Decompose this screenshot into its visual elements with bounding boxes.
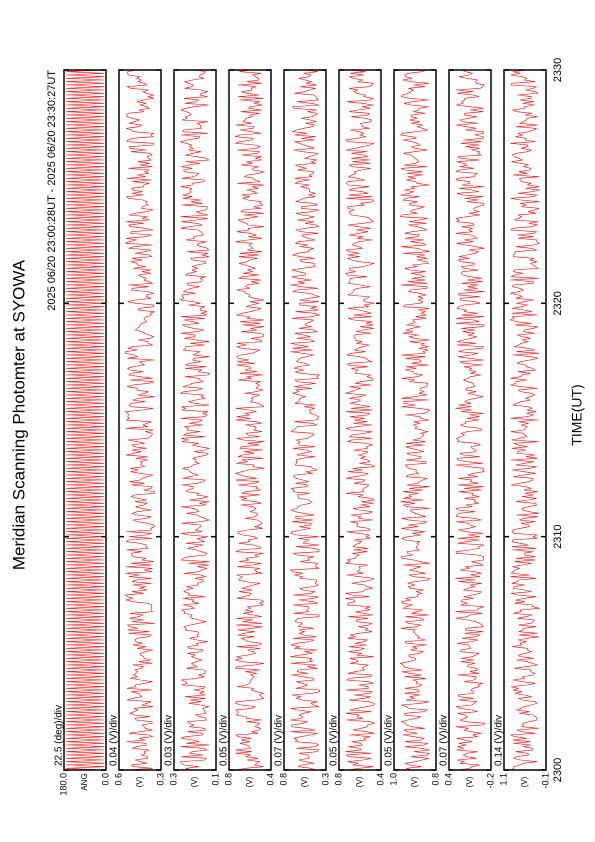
x-tick-label: 2300 xyxy=(552,758,564,782)
y-tick-label: 0.1 xyxy=(210,773,220,786)
trace-texture xyxy=(344,69,376,771)
trace-texture xyxy=(124,69,155,771)
trace-texture xyxy=(179,69,211,771)
trace-texture xyxy=(399,69,431,771)
panel-frame xyxy=(118,69,162,771)
y-tick-label: 1.1 xyxy=(498,773,508,786)
y-axis-label: (V) xyxy=(135,776,144,787)
rotated-plot: Meridian Scanning Photomter at SYOWA 202… xyxy=(9,58,584,796)
panel-scale: 0.07 (V)/div xyxy=(274,715,285,766)
y-axis-label: ANG xyxy=(80,773,89,790)
panel-frame xyxy=(283,69,327,771)
y-tick-label: -0.1 xyxy=(540,773,550,789)
y-axis-label: (V) xyxy=(520,776,529,787)
y-tick-label: 0.6 xyxy=(113,773,123,786)
panel-scale: 0.05 (V)/div xyxy=(329,715,340,766)
panel-scale: 0.14 (V)/div xyxy=(494,715,505,766)
panel-frame xyxy=(228,69,272,771)
x-axis-label: TIME(UT) xyxy=(569,384,585,445)
y-axis-label: (V) xyxy=(190,776,199,787)
panel-frame xyxy=(503,69,547,771)
y-tick-label: 0.3 xyxy=(320,773,330,786)
trace-texture xyxy=(65,69,105,771)
panel-frame xyxy=(173,69,217,771)
y-axis-label: (V) xyxy=(300,776,309,787)
trace-texture xyxy=(455,69,486,771)
y-tick-label: 0.4 xyxy=(443,773,453,786)
y-tick-label: 0.8 xyxy=(278,773,288,786)
y-tick-label: 0.3 xyxy=(155,773,165,786)
y-tick-label: 0.0 xyxy=(100,773,110,786)
y-tick-label: 180.0 xyxy=(58,773,68,796)
y-tick-label: 0.8 xyxy=(333,773,343,786)
y-axis-label: (V) xyxy=(355,776,364,787)
y-tick-label: -0.2 xyxy=(485,773,495,789)
x-tick-label: 2330 xyxy=(552,58,564,82)
panel-scale: 0.05 (V)/div xyxy=(384,715,395,766)
x-tick-label: 2320 xyxy=(552,291,564,315)
subtitle: 2025 06/20 23:00:28UT - 2025 06/20 23:30… xyxy=(46,70,58,311)
panel-scale: 0.07 (V)/div xyxy=(439,715,450,766)
panel-scale: 0.04 (V)/div xyxy=(109,715,120,766)
y-axis-label: (V) xyxy=(410,776,419,787)
panel-scale: 0.05 (V)/div xyxy=(219,715,230,766)
y-tick-label: 0.8 xyxy=(223,773,233,786)
trace-texture xyxy=(509,69,540,771)
trace-texture xyxy=(234,69,265,771)
x-tick-label: 2310 xyxy=(552,524,564,548)
y-tick-label: 0.8 xyxy=(430,773,440,786)
panel-frame xyxy=(63,69,107,771)
chart-title: Meridian Scanning Photomter at SYOWA xyxy=(9,259,28,570)
panel-scale: 22.5 (deg)/div xyxy=(54,705,65,766)
y-tick-label: 1.0 xyxy=(388,773,398,786)
y-axis-label: (V) xyxy=(245,776,254,787)
y-tick-label: 0.4 xyxy=(265,773,275,786)
y-tick-label: 0.3 xyxy=(168,773,178,786)
y-axis-label: (V) xyxy=(465,776,474,787)
panel-frame xyxy=(448,69,492,771)
trace-texture xyxy=(289,69,321,771)
y-tick-label: 0.4 xyxy=(375,773,385,786)
panel-frame xyxy=(393,69,437,771)
panel-frame xyxy=(338,69,382,771)
panel-scale: 0.03 (V)/div xyxy=(164,715,175,766)
